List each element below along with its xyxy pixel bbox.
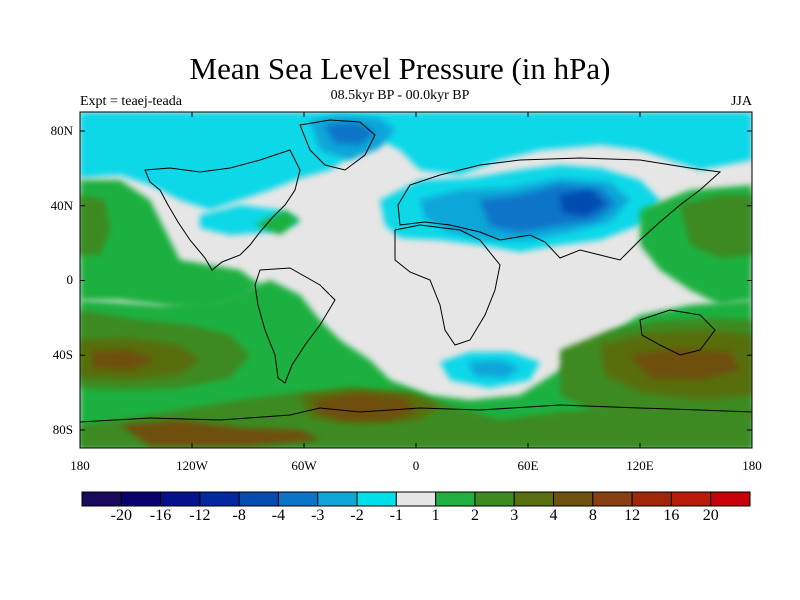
season-label: JJA xyxy=(730,94,752,109)
blue-core-asia-deep xyxy=(560,190,605,216)
blue-region-southatlantic xyxy=(468,360,520,378)
colorbar-label: 12 xyxy=(624,507,641,524)
colorbar-label: 8 xyxy=(588,507,597,524)
coast-africa xyxy=(394,224,501,346)
colorbar-label: 1 xyxy=(431,507,440,524)
colorbar-swatch xyxy=(513,491,555,507)
coast-south-america xyxy=(254,267,336,384)
colorbar-swatch xyxy=(238,491,279,507)
colorbar-label: 20 xyxy=(702,507,719,524)
brown-core-southpacific xyxy=(90,350,155,370)
map-title: Mean Sea Level Pressure (in hPa) xyxy=(189,51,611,86)
lat-label-80s: 80S xyxy=(52,422,73,437)
colorbar-label: -4 xyxy=(271,507,286,524)
colorbar-swatch xyxy=(631,491,672,507)
colorbar-swatch xyxy=(277,491,319,507)
colorbar-label: -2 xyxy=(350,507,364,524)
axis-ticks xyxy=(79,112,753,448)
cyan-region-arctic xyxy=(80,112,752,210)
colorbar-swatch xyxy=(199,491,240,507)
green-region-pacific-north xyxy=(80,180,260,310)
brown-core-indian xyxy=(630,348,740,380)
lat-label-0: 0 xyxy=(66,272,74,287)
lat-label-40s: 40S xyxy=(52,347,73,362)
colorbar-swatch xyxy=(81,491,122,507)
olive-region-northpacific-west xyxy=(80,195,110,255)
colorbar-swatch xyxy=(120,491,162,507)
coast-eurasia xyxy=(397,157,722,261)
colorbar-label: -20 xyxy=(110,507,132,524)
olive-region-northpacific-east xyxy=(680,195,752,258)
coast-north-america xyxy=(144,149,301,271)
coast-australia xyxy=(639,309,716,356)
lon-label-180w: 180 xyxy=(70,458,90,473)
colorbar-label: 4 xyxy=(549,507,558,524)
colorbar-swatch xyxy=(670,491,712,507)
lon-label-60w: 60W xyxy=(291,458,317,473)
colorbar-swatch xyxy=(317,491,358,507)
colorbar xyxy=(81,491,751,507)
lon-label-120w: 120W xyxy=(176,458,208,473)
colorbar-swatch xyxy=(435,491,476,507)
colorbar-swatch xyxy=(710,491,751,507)
colorbar-label: -3 xyxy=(311,507,325,524)
brown-core-antarctic xyxy=(120,420,320,446)
colorbar-label: -1 xyxy=(389,507,403,524)
colorbar-label: -8 xyxy=(232,507,246,524)
coast-greenland xyxy=(299,119,376,171)
colorbar-label: -16 xyxy=(149,507,172,524)
lat-label-80n: 80N xyxy=(50,123,73,138)
brown-core-south-atlantic xyxy=(315,393,415,420)
coast-antarctica xyxy=(80,404,752,423)
colorbar-label: 2 xyxy=(470,507,479,524)
lon-label-60e: 60E xyxy=(517,458,539,473)
lon-label-0: 0 xyxy=(412,458,420,473)
coastlines xyxy=(80,119,752,423)
colorbar-swatch xyxy=(395,491,437,507)
colorbar-swatch xyxy=(553,491,594,507)
colorbar-label: 3 xyxy=(510,507,519,524)
colorbar-swatch xyxy=(474,491,515,507)
colorbar-swatch xyxy=(160,491,201,507)
lon-label-180e: 180 xyxy=(742,458,762,473)
lon-label-120e: 120E xyxy=(626,458,654,473)
colorbar-swatch xyxy=(356,491,397,507)
blue-core-greenland xyxy=(325,122,375,145)
colorbar-swatch xyxy=(592,491,633,507)
green-region-northatlantic xyxy=(255,210,300,235)
colorbar-label: 16 xyxy=(663,507,680,524)
colorbar-label: -12 xyxy=(189,507,211,524)
lat-label-40n: 40N xyxy=(50,198,73,213)
map-subtitle: 08.5kyr BP - 00.0kyr BP xyxy=(330,88,470,103)
experiment-label: Expt = teaej-teada xyxy=(80,94,182,109)
